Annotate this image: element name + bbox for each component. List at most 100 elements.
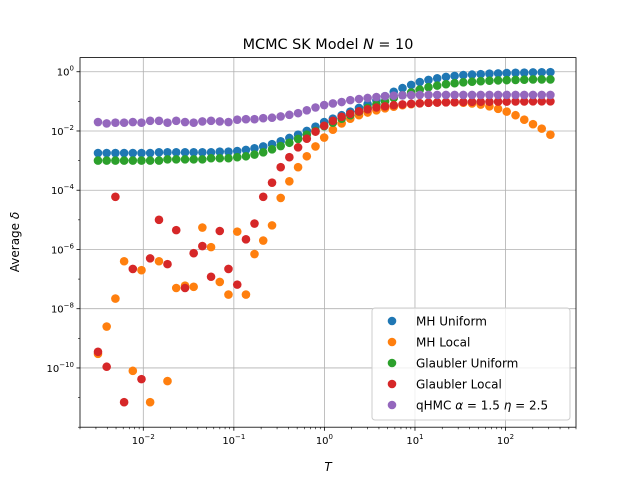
data-point [206, 148, 216, 157]
y-tick-base: 10 [51, 127, 64, 138]
data-point [198, 223, 207, 232]
data-point [215, 153, 225, 163]
legend-label-part: MH Local [416, 336, 470, 350]
data-point [485, 69, 494, 78]
data-point [145, 148, 155, 158]
y-tick-exponent: −10 [59, 361, 74, 369]
data-point [380, 102, 390, 111]
title-part: MCMC SK Model [243, 37, 363, 53]
data-point [528, 90, 538, 100]
data-point [232, 280, 242, 289]
data-point [250, 249, 259, 259]
legend-label: qHMC α = 1.5 η = 2.5 [416, 399, 548, 413]
data-point [189, 118, 198, 128]
y-tick-label: 10−4 [51, 183, 75, 197]
data-point [293, 134, 303, 144]
legend-label-part: η [504, 399, 512, 413]
data-point [93, 117, 103, 127]
data-point [293, 143, 303, 152]
data-point [467, 70, 477, 79]
data-point [345, 109, 355, 119]
legend-label: Glaubler Uniform [416, 357, 518, 371]
data-point [432, 74, 442, 83]
legend-label: Glaubler Local [416, 378, 502, 392]
x-tick-label: 100 [316, 433, 333, 447]
legend-marker [387, 337, 397, 347]
data-point [432, 90, 442, 100]
data-point [111, 148, 120, 158]
data-point [415, 77, 425, 87]
data-point [206, 116, 216, 126]
y-tick-exponent: −6 [64, 242, 75, 250]
data-point [389, 100, 399, 110]
data-point [546, 130, 555, 139]
data-point [493, 97, 503, 106]
data-point [546, 97, 555, 106]
y-axis-label: Average δ [8, 212, 22, 272]
data-point [137, 156, 146, 165]
data-point [93, 156, 103, 165]
data-point [328, 125, 338, 135]
data-point [537, 67, 547, 77]
data-point [137, 148, 146, 158]
data-point [250, 114, 259, 124]
data-point [476, 76, 486, 86]
data-point [502, 97, 511, 106]
data-point [372, 92, 381, 102]
data-point [241, 114, 251, 124]
data-point [450, 90, 459, 100]
data-point [528, 68, 538, 77]
data-point [250, 150, 259, 159]
data-point [145, 254, 155, 263]
data-point [215, 277, 225, 287]
data-point [406, 80, 416, 90]
data-point [415, 98, 425, 108]
data-point [102, 148, 111, 158]
data-point [163, 148, 172, 157]
data-point [137, 374, 146, 384]
data-point [459, 70, 468, 80]
data-point [241, 290, 251, 299]
data-point [519, 115, 529, 125]
data-point [328, 99, 338, 108]
data-point [267, 178, 277, 187]
data-point [328, 116, 338, 126]
data-point [137, 265, 146, 275]
data-point [119, 118, 129, 128]
data-point [441, 97, 451, 107]
data-point [128, 117, 138, 127]
legend-label-part: α [455, 399, 463, 413]
x-tick-exponent: 2 [510, 433, 514, 441]
data-point [450, 71, 459, 81]
data-point [432, 98, 442, 107]
x-tick-label: 10−1 [222, 433, 245, 447]
data-point [285, 110, 294, 120]
data-point [528, 97, 538, 106]
data-point [293, 162, 303, 172]
x-tick-exponent: −1 [235, 433, 245, 441]
x-axis-label: T [324, 460, 333, 474]
data-point [93, 148, 103, 158]
data-point [180, 155, 190, 164]
data-point [128, 264, 138, 274]
data-point [372, 103, 381, 112]
data-point [519, 75, 529, 84]
data-point [441, 72, 451, 82]
data-point [311, 127, 320, 136]
data-point [424, 90, 433, 100]
data-point [459, 90, 468, 100]
x-tick-exponent: 0 [329, 433, 333, 441]
data-point [111, 156, 120, 165]
data-point [441, 79, 451, 89]
data-point [189, 148, 198, 157]
data-point [102, 322, 111, 331]
data-point [302, 134, 312, 143]
legend-label-part: Glaubler Uniform [416, 357, 518, 371]
title-part: = 10 [374, 37, 414, 53]
data-point [241, 145, 251, 155]
data-point [241, 235, 251, 244]
data-point [450, 78, 459, 88]
data-point [363, 93, 372, 103]
y-label-part: Average [8, 219, 22, 272]
data-point [406, 99, 416, 109]
